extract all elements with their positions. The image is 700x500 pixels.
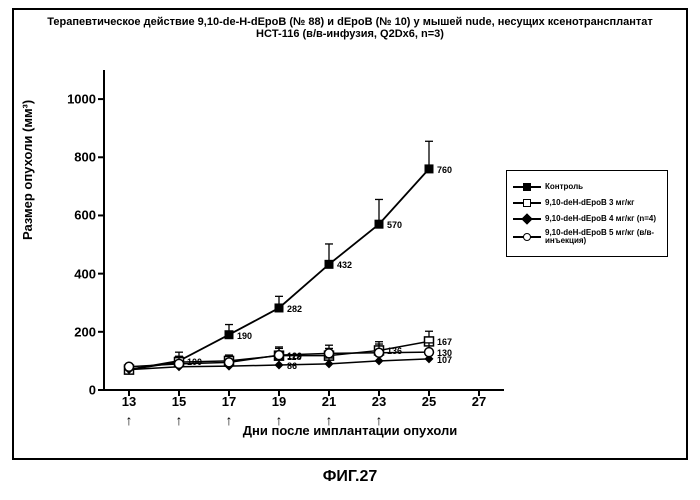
xtick-label: 27: [472, 394, 486, 409]
legend-item: 9,10-deH-dEpoB 5 мг/кг (в/в-инъекция): [513, 229, 661, 246]
dose-arrow-icon: ↑: [126, 412, 133, 428]
series-Контроль: [125, 141, 434, 374]
point-label: 282: [287, 304, 302, 314]
plot-area: 020040060080010001315171921232527↑↑↑↑↑↑1…: [104, 70, 504, 390]
ytick-label: 200: [46, 324, 96, 339]
figure-label: ФИГ.27: [0, 468, 700, 486]
dose-arrow-icon: ↑: [226, 412, 233, 428]
chart-frame: Терапевтическое действие 9,10-de-H-dEpoB…: [12, 8, 688, 460]
legend: Контроль 9,10-deH-dEpoB 3 мг/кг 9,10-deH-d…: [506, 170, 668, 257]
title-line2: HCT-116 (в/в-инфузия, Q2Dx6, n=3): [14, 28, 686, 40]
legend-swatch: [513, 231, 541, 243]
ytick-label: 800: [46, 150, 96, 165]
xtick-label: 13: [122, 394, 136, 409]
xtick-label: 25: [422, 394, 436, 409]
legend-text: 9,10-deH-dEpoB 3 мг/кг: [545, 199, 635, 207]
legend-text: 9,10-deH-dEpoB 4 мг/кг (n=4): [545, 215, 656, 223]
legend-item: 9,10-deH-dEpoB 3 мг/кг: [513, 197, 661, 209]
legend-swatch: [513, 181, 541, 193]
point-label: 432: [337, 260, 352, 270]
y-axis-label: Размер опухоли (мм³): [20, 100, 35, 240]
legend-item: Контроль: [513, 181, 661, 193]
title-line1: Терапевтическое действие 9,10-de-H-dEpoB…: [14, 16, 686, 28]
x-axis-label: Дни после имплантации опухоли: [14, 423, 686, 438]
dose-arrow-icon: ↑: [176, 412, 183, 428]
legend-swatch: [513, 213, 541, 225]
legend-item: 9,10-deH-dEpoB 4 мг/кг (n=4): [513, 213, 661, 225]
xtick-label: 15: [172, 394, 186, 409]
legend-swatch: [513, 197, 541, 209]
ytick-label: 1000: [46, 92, 96, 107]
dose-arrow-icon: ↑: [276, 412, 283, 428]
point-label: 120: [287, 351, 302, 361]
point-label: 136: [387, 346, 402, 356]
legend-text: 9,10-deH-dEpoB 5 мг/кг (в/в-инъекция): [545, 229, 661, 246]
ytick-label: 600: [46, 208, 96, 223]
xtick-label: 21: [322, 394, 336, 409]
ytick-label: 0: [46, 383, 96, 398]
xtick-label: 19: [272, 394, 286, 409]
point-label: 86: [287, 361, 297, 371]
xtick-label: 17: [222, 394, 236, 409]
chart-title: Терапевтическое действие 9,10-de-H-dEpoB…: [14, 16, 686, 40]
point-label: 167: [437, 337, 452, 347]
dose-arrow-icon: ↑: [376, 412, 383, 428]
xtick-label: 23: [372, 394, 386, 409]
dose-arrow-icon: ↑: [326, 412, 333, 428]
legend-text: Контроль: [545, 183, 583, 191]
point-label: 130: [437, 348, 452, 358]
ytick-label: 400: [46, 266, 96, 281]
point-label: 100: [187, 357, 202, 367]
point-label: 760: [437, 165, 452, 175]
point-label: 190: [237, 331, 252, 341]
point-label: 570: [387, 220, 402, 230]
